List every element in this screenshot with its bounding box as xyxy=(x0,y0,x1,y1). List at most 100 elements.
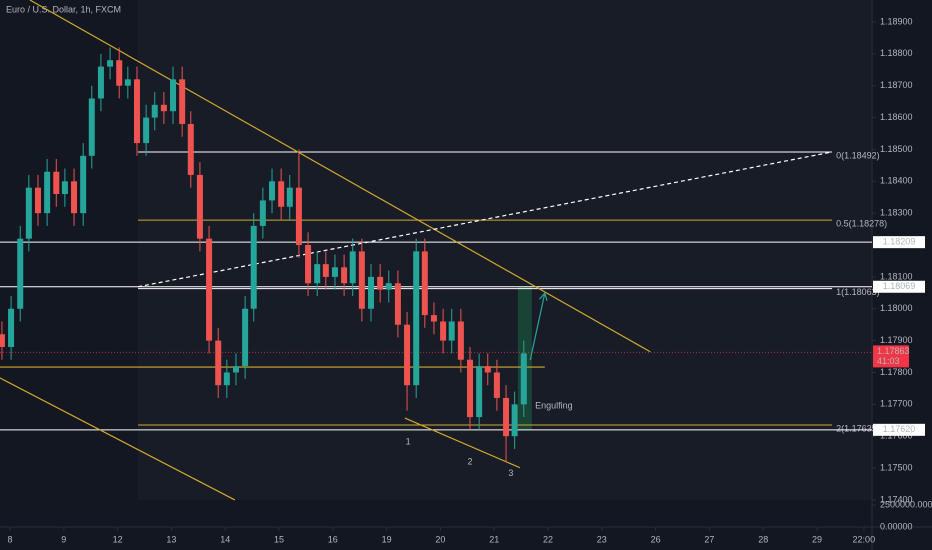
candle-body xyxy=(44,171,51,214)
candle-body xyxy=(358,251,365,309)
price-label-box xyxy=(873,423,925,436)
trend-line xyxy=(137,151,833,288)
y-tick-label: 1.18400 xyxy=(880,176,913,186)
y2-tick-label: 0.00000 xyxy=(880,521,913,531)
candle-body xyxy=(278,181,285,207)
x-tick-label: 22:00 xyxy=(853,534,876,544)
x-tick-label: 9 xyxy=(61,534,66,544)
candle-body xyxy=(341,267,348,284)
y-tick-label: 1.17500 xyxy=(880,462,913,472)
x-tick-label: 20 xyxy=(435,534,445,544)
candle-body xyxy=(305,245,312,284)
candle-body xyxy=(430,315,437,322)
candle-body xyxy=(97,66,104,99)
candle-body xyxy=(349,251,356,284)
candle-body xyxy=(206,238,213,341)
candle-body xyxy=(116,60,123,86)
x-tick-label: 28 xyxy=(758,534,768,544)
x-tick-label: 8 xyxy=(7,534,12,544)
price-label: 1.18209 xyxy=(883,237,916,247)
candle-body xyxy=(187,123,194,175)
y-tick-label: 1.18300 xyxy=(880,208,913,218)
candle-body xyxy=(269,181,276,201)
candle-body xyxy=(61,181,68,195)
candle-body xyxy=(124,79,131,86)
candle-body xyxy=(17,238,24,309)
candle-body xyxy=(0,334,5,347)
trend-line xyxy=(0,377,236,501)
y-tick-label: 1.17900 xyxy=(880,335,913,345)
candle-body xyxy=(457,321,464,360)
candle-body xyxy=(8,308,15,347)
price-label-box xyxy=(873,280,925,293)
candle-body xyxy=(421,251,428,316)
candle-body xyxy=(286,187,293,207)
annotation: 1 xyxy=(406,436,411,446)
last-price-label: 1.17863 xyxy=(877,346,910,356)
candle-body xyxy=(179,79,186,124)
x-tick-label: 23 xyxy=(597,534,607,544)
y-tick-label: 1.18500 xyxy=(880,144,913,154)
y-tick-label: 1.18000 xyxy=(880,303,913,313)
candle-body xyxy=(53,171,60,195)
candle-body xyxy=(484,366,491,373)
candle-body xyxy=(511,404,518,437)
fib-label: 2(1.17635) xyxy=(836,423,880,433)
candle-body xyxy=(404,324,411,386)
countdown-label: 41:03 xyxy=(877,356,900,366)
candle-body xyxy=(476,366,483,418)
candle-body xyxy=(440,321,447,341)
candle-body xyxy=(25,187,32,239)
y-tick-label: 1.18800 xyxy=(880,48,913,58)
y-tick-label: 1.18700 xyxy=(880,80,913,90)
candle-body xyxy=(133,79,140,144)
candle-body xyxy=(143,117,150,144)
x-tick-label: 14 xyxy=(220,534,230,544)
candle-body xyxy=(88,98,95,156)
price-label-box xyxy=(873,236,925,249)
annotation: 3 xyxy=(508,468,513,478)
price-label: 1.18069 xyxy=(883,281,916,291)
fib-label: 0.5(1.18278) xyxy=(836,219,887,229)
fib-label: 0(1.18492) xyxy=(836,150,880,160)
candle-body xyxy=(170,79,177,112)
candle-body xyxy=(34,187,41,214)
y-tick-label: 1.17700 xyxy=(880,399,913,409)
candle-body xyxy=(394,283,401,325)
x-tick-label: 19 xyxy=(382,534,392,544)
y-tick-label: 1.18100 xyxy=(880,271,913,281)
trend-line xyxy=(29,0,651,353)
candle-body xyxy=(250,225,257,309)
candle-body xyxy=(467,359,474,418)
candle-body xyxy=(223,372,230,386)
x-tick-label: 29 xyxy=(812,534,822,544)
candle-body xyxy=(368,276,375,309)
x-tick-label: 15 xyxy=(274,534,284,544)
candle-body xyxy=(448,321,455,341)
annotation: 2 xyxy=(467,456,472,466)
candle-body xyxy=(107,60,114,67)
candle-body xyxy=(520,353,527,405)
x-tick-label: 27 xyxy=(704,534,714,544)
chart-title: Euro / U.S. Dollar, 1h, FXCM xyxy=(6,4,121,14)
candle-body xyxy=(493,372,500,398)
candle-body xyxy=(242,308,249,367)
y-tick-label: 1.17800 xyxy=(880,367,913,377)
price-label: 1.17620 xyxy=(883,424,916,434)
candle-body xyxy=(151,104,158,118)
candle-body xyxy=(259,200,266,226)
annotation: Engulfing xyxy=(535,400,573,410)
last-price-box xyxy=(873,345,909,368)
candle-body xyxy=(215,340,222,386)
candle-body xyxy=(295,187,302,246)
candle-body xyxy=(80,155,87,214)
y-tick-label: 1.17400 xyxy=(880,494,913,504)
candle-body xyxy=(232,366,239,373)
candle-body xyxy=(385,283,392,290)
y-tick-label: 1.18600 xyxy=(880,112,913,122)
arrow-head xyxy=(539,291,548,301)
arrow xyxy=(529,293,546,361)
fib-label: 1(1.18063) xyxy=(836,287,880,297)
candle-body xyxy=(196,174,203,239)
